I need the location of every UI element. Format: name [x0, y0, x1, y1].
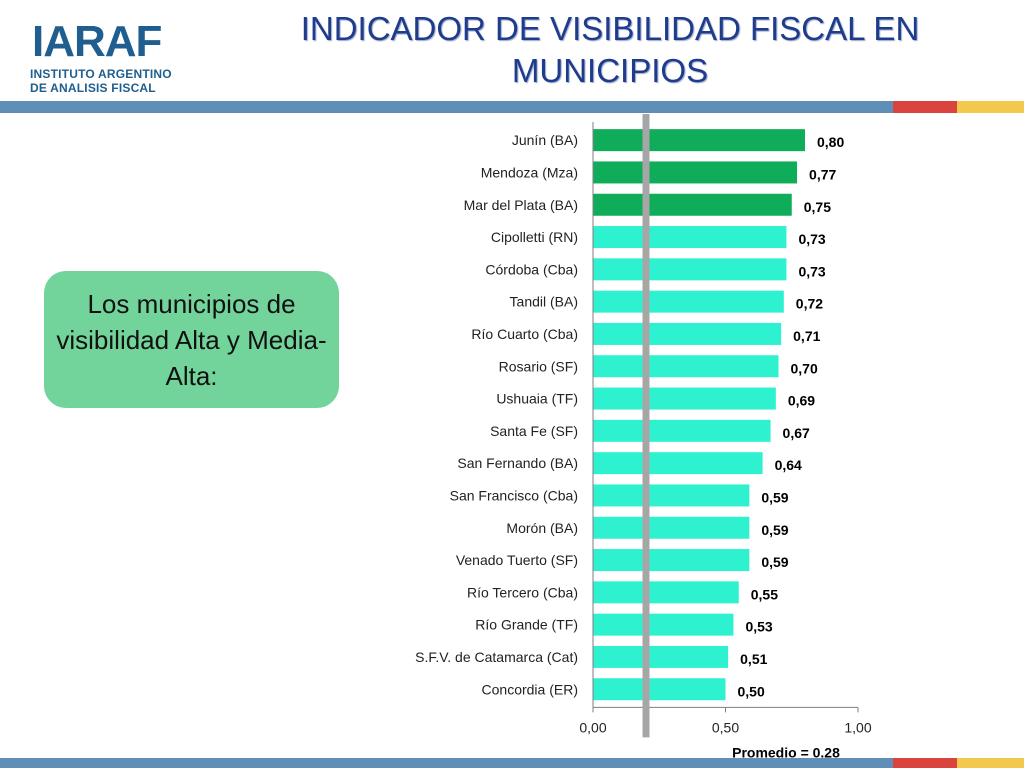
value-label: 0,59: [761, 522, 788, 538]
value-label: 0,59: [761, 489, 788, 505]
visibility-bar-chart: Junín (BA) 0,80 Mendoza (Mza) 0,77 Mar del P…: [360, 114, 1000, 768]
bar: [593, 645, 729, 668]
bar: [593, 516, 750, 539]
bar: [593, 678, 726, 701]
value-label: 0,73: [798, 263, 825, 279]
bottom-band-red: [893, 758, 957, 768]
bottom-color-band: [0, 758, 1024, 768]
category-label: Morón (BA): [506, 520, 578, 536]
top-color-band: [0, 101, 1024, 113]
bar: [593, 129, 805, 152]
bar: [593, 322, 782, 345]
value-label: 0,50: [738, 683, 765, 699]
bar: [593, 613, 734, 636]
note-text: Los municipios de visibilidad Alta y Med…: [56, 288, 327, 391]
bar: [593, 355, 779, 378]
category-label: Río Grande (TF): [475, 617, 578, 633]
top-band-red: [893, 101, 957, 113]
note-box: Los municipios de visibilidad Alta y Med…: [44, 271, 339, 408]
bar: [593, 581, 739, 604]
bar: [593, 290, 784, 313]
bottom-band-blue: [0, 758, 893, 768]
value-label: 0,77: [809, 166, 836, 182]
category-label: Santa Fe (SF): [490, 423, 578, 439]
bar: [593, 161, 798, 184]
category-label: Mar del Plata (BA): [464, 197, 578, 213]
category-label: Río Tercero (Cba): [467, 584, 578, 600]
bar: [593, 484, 750, 507]
value-label: 0,69: [788, 393, 815, 409]
value-label: 0,80: [817, 134, 844, 150]
logo-line-1: INSTITUTO ARGENTINO: [30, 67, 172, 81]
bar: [593, 226, 787, 249]
value-label: 0,64: [775, 457, 802, 473]
category-label: Tandil (BA): [510, 294, 578, 310]
category-label: Río Cuarto (Cba): [471, 326, 578, 342]
category-label: San Fernando (BA): [457, 455, 578, 471]
value-label: 0,72: [796, 296, 823, 312]
top-band-blue: [0, 101, 893, 113]
x-tick-label: 0,50: [712, 719, 739, 735]
slide-title-line-2: MUNICIPIOS: [511, 52, 709, 89]
category-label: Mendoza (Mza): [481, 164, 578, 180]
category-label: Junín (BA): [512, 132, 578, 148]
slide-title: INDICADOR DE VISIBILIDAD FISCAL EN MUNIC…: [250, 8, 970, 92]
category-label: Ushuaia (TF): [496, 391, 578, 407]
value-label: 0,70: [791, 360, 818, 376]
x-tick-label: 0,00: [579, 719, 606, 735]
logo-mark-text: IARAF: [32, 18, 162, 62]
average-label: Promedio = 0.28: [732, 744, 840, 760]
logo-line-2: DE ANALISIS FISCAL: [30, 81, 156, 95]
iaraf-logo: IARAF INSTITUTO ARGENTINO DE ANALISIS FI…: [30, 17, 210, 95]
value-label: 0,71: [793, 328, 820, 344]
slide-title-line-1: INDICADOR DE VISIBILIDAD FISCAL EN: [300, 10, 920, 47]
value-label: 0,51: [740, 651, 767, 667]
top-band-yellow: [957, 101, 1024, 113]
value-label: 0,53: [745, 619, 772, 635]
value-label: 0,55: [751, 586, 778, 602]
bar: [593, 419, 771, 442]
category-label: Concordia (ER): [482, 681, 578, 697]
bottom-band-yellow: [957, 758, 1024, 768]
chart-svg: Junín (BA) 0,80 Mendoza (Mza) 0,77 Mar del P…: [415, 114, 872, 760]
bar: [593, 452, 763, 475]
category-label: Rosario (SF): [499, 358, 578, 374]
bar: [593, 387, 776, 410]
category-label: Cipolletti (RN): [491, 229, 578, 245]
category-label: Córdoba (Cba): [485, 261, 578, 277]
value-label: 0,59: [761, 554, 788, 570]
bar: [593, 549, 750, 572]
bar: [593, 193, 792, 216]
category-label: S.F.V. de Catamarca (Cat): [415, 649, 578, 665]
bar: [593, 258, 787, 281]
category-label: Venado Tuerto (SF): [456, 552, 578, 568]
value-label: 0,73: [798, 231, 825, 247]
value-label: 0,67: [783, 425, 810, 441]
value-label: 0,75: [804, 199, 831, 215]
iaraf-logo-mark: IARAF: [32, 17, 163, 66]
category-label: San Francisco (Cba): [450, 487, 578, 503]
x-tick-label: 1,00: [844, 719, 871, 735]
